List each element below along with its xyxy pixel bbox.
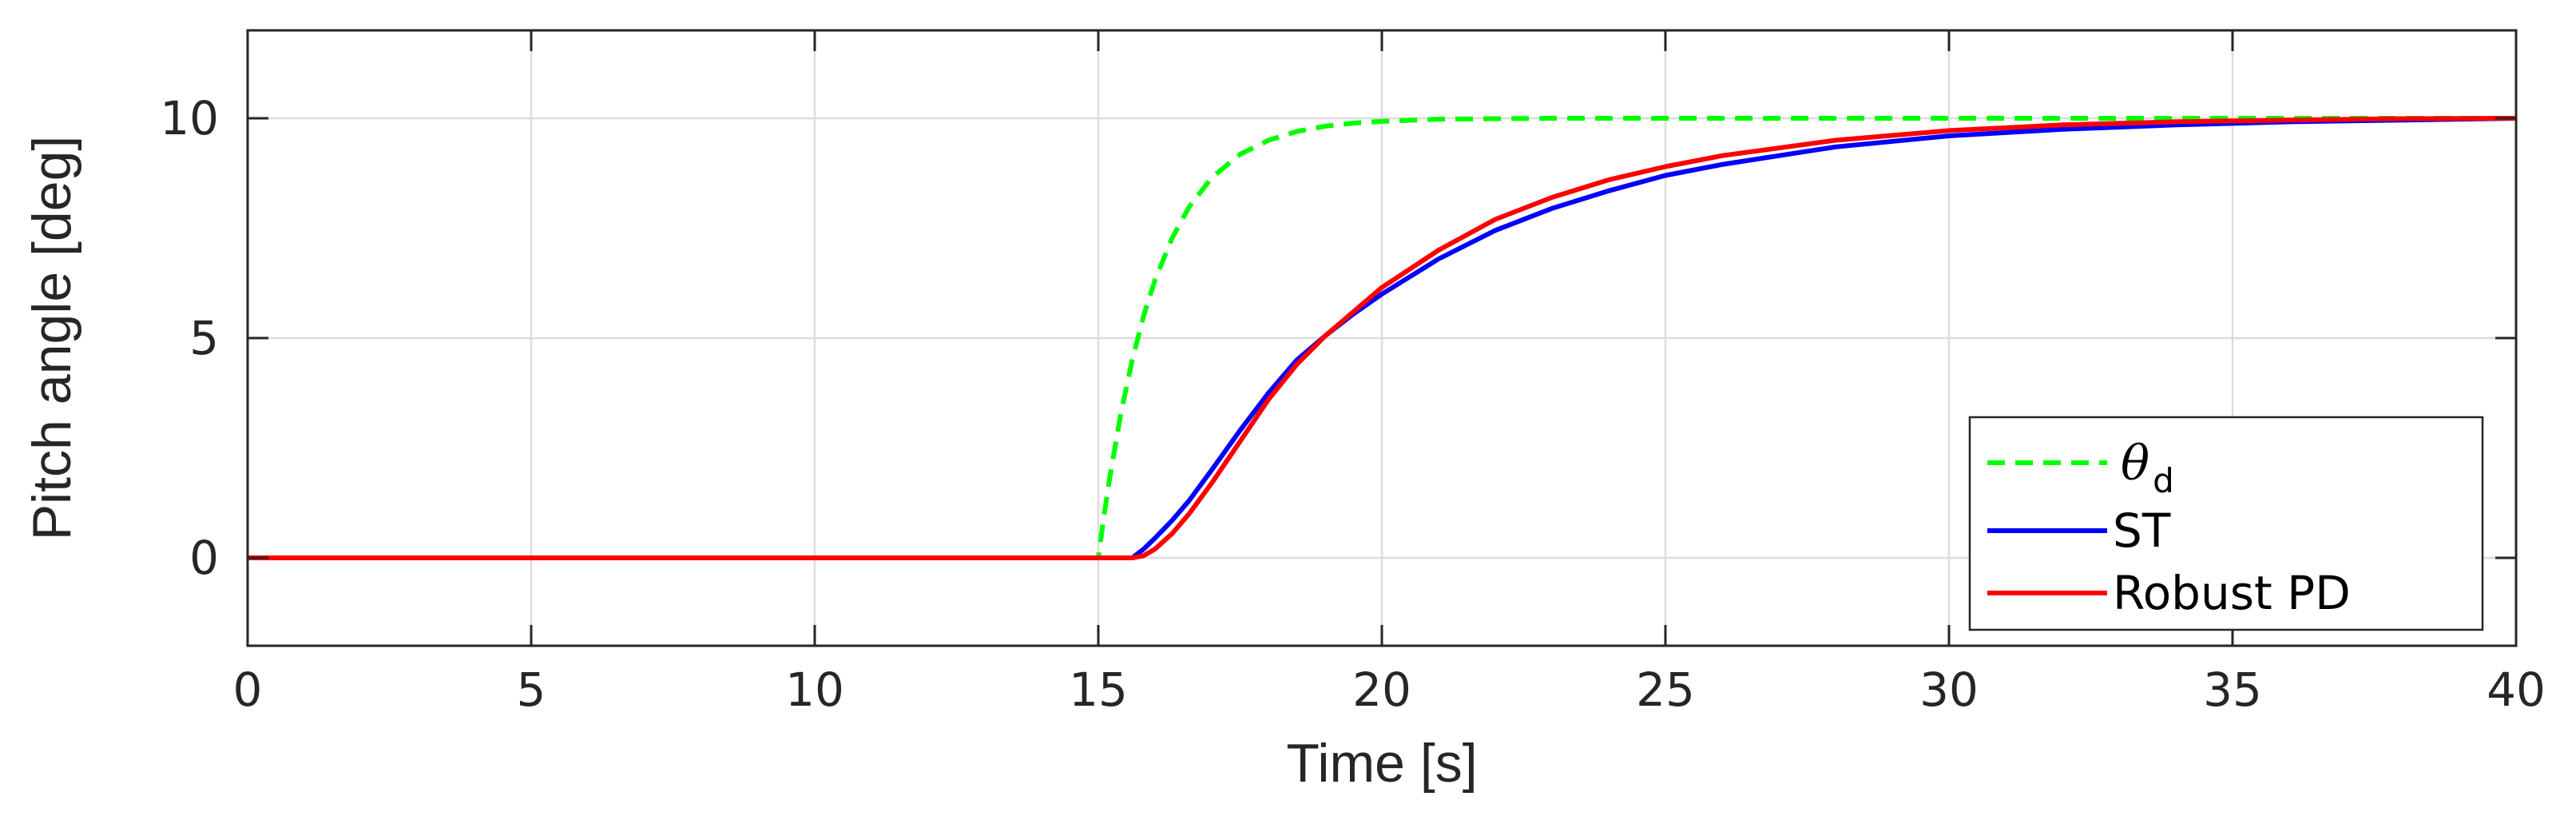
x-tick-label: 15 (1069, 663, 1128, 717)
series-st-line (248, 116, 2517, 560)
series-layer (248, 116, 2517, 560)
x-tick-label: 35 (2203, 663, 2262, 717)
x-tick-label: 10 (785, 663, 844, 717)
x-tick-label: 0 (233, 663, 263, 717)
x-tick-label: 25 (1636, 663, 1695, 717)
legend-entry-st: ST (2113, 504, 2171, 558)
legend-entry-robust-pd: Robust PD (2113, 566, 2351, 620)
y-tick-label: 5 (189, 311, 219, 365)
tick-marks (246, 30, 2518, 646)
legend-theta-symbol: θ (2121, 436, 2149, 492)
x-axis-label: Time [s] (1286, 733, 1477, 794)
y-tick-label: 10 (160, 91, 219, 145)
x-tick-label: 30 (1919, 663, 1979, 717)
series-robust-pd-line (248, 116, 2517, 560)
x-tick-label: 5 (517, 663, 546, 717)
legend: θ d ST Robust PD (1968, 416, 2484, 631)
tick-labels: 0 5 10 15 20 25 30 35 40 0 5 10 (160, 91, 2546, 717)
x-tick-label: 40 (2487, 663, 2546, 717)
legend-theta-subscript: d (2153, 461, 2174, 500)
y-axis-label: Pitch angle [deg] (22, 136, 82, 541)
x-tick-label: 20 (1352, 663, 1411, 717)
y-tick-label: 0 (189, 531, 219, 585)
legend-entry-theta-d: θ d (2121, 436, 2174, 500)
series-theta-d-line (248, 116, 2516, 560)
